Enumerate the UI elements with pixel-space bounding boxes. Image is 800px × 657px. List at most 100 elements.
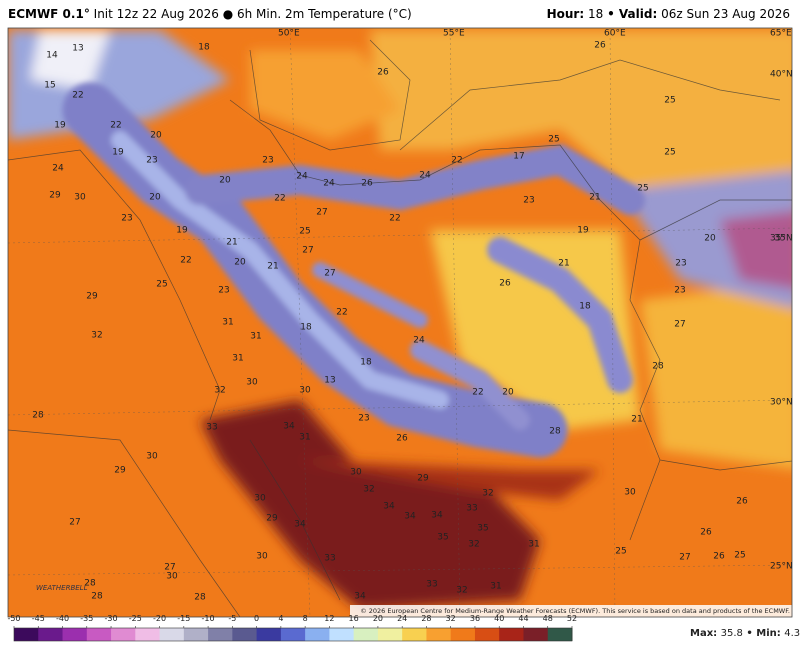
dot: • [746, 628, 752, 639]
central-plateau [430, 230, 640, 430]
temperature-label: 19 [54, 121, 66, 131]
temperature-label: 25 [615, 547, 626, 557]
header: ECMWF 0.1° Init 12z 22 Aug 2026 ● 6h Min… [0, 0, 800, 28]
temperature-label: 25 [156, 280, 167, 290]
temperature-label: 22 [336, 308, 347, 318]
temperature-label: 29 [86, 292, 98, 302]
temperature-label: 23 [358, 414, 369, 424]
temperature-label: 26 [594, 41, 606, 51]
temperature-label: 20 [149, 193, 161, 203]
temperature-label: 35 [477, 524, 488, 534]
init: Init 12z 22 Aug 2026 ● 6h Min. 2m Temper… [93, 7, 412, 21]
colorbar-label: -30 [105, 614, 118, 623]
temperature-label: 27 [679, 553, 690, 563]
temperature-label: 26 [377, 68, 389, 78]
temperature-label: 30 [146, 452, 158, 462]
colorbar-segment [353, 628, 379, 641]
caspian [250, 50, 400, 140]
colorbar-segment [62, 628, 88, 641]
colorbar-label: -40 [56, 614, 69, 623]
temperature-label: 34 [431, 511, 443, 521]
temperature-label: 22 [472, 388, 483, 398]
temperature-label: 28 [84, 579, 96, 589]
temperature-label: 13 [324, 376, 335, 386]
temperature-label: 26 [361, 179, 373, 189]
temperature-label: 31 [490, 582, 501, 592]
colorbar-label: 44 [518, 614, 528, 623]
temperature-label: 24 [323, 179, 335, 189]
colorbar-segment [183, 628, 209, 641]
valid: 06z Sun 23 Aug 2026 [661, 7, 790, 21]
temperature-label: 31 [299, 433, 310, 443]
gulf-coast [300, 460, 600, 500]
warm-peak [720, 211, 792, 289]
temperature-label: 32 [482, 489, 493, 499]
colorbar-segment [280, 628, 306, 641]
temperature-label: 30 [256, 552, 268, 562]
temperature-label: 23 [523, 196, 534, 206]
temperature-label: 23 [146, 156, 157, 166]
colorbar-label: 16 [349, 614, 359, 623]
temperature-label: 27 [302, 246, 313, 256]
colorbar-label: 48 [543, 614, 553, 623]
temperature-label: 24 [52, 164, 64, 174]
temperature-label: 21 [267, 262, 278, 272]
mountains [62, 82, 645, 458]
parallel [8, 227, 792, 244]
temperature-label: 25 [734, 551, 745, 561]
temperature-label: 34 [283, 422, 295, 432]
temperature-label: 33 [466, 504, 477, 514]
temperature-label: 25 [664, 96, 675, 106]
valid-time: Hour: 18 • Valid: 06z Sun 23 Aug 2026 [547, 7, 790, 21]
colorbar-label: 32 [446, 614, 456, 623]
alborz [185, 144, 645, 215]
temperature-label: 31 [250, 332, 261, 342]
colorbar-segment [38, 628, 64, 641]
colorbar-segment [135, 628, 161, 641]
graticule [8, 28, 792, 617]
east-zone [640, 281, 792, 469]
temperature-label: 24 [296, 172, 308, 182]
temperature-label: 19 [176, 226, 188, 236]
min: 4.3 [784, 628, 800, 639]
temperature-label: 21 [558, 259, 569, 269]
credit-bg [350, 605, 792, 617]
colorbar-segment [305, 628, 330, 641]
temperature-label: 35 [774, 234, 785, 244]
temperature-label: 20 [704, 234, 716, 244]
border [399, 59, 781, 151]
temperature-label: 26 [713, 552, 725, 562]
colorbar-label: 12 [324, 614, 334, 623]
colorbar-label: -45 [32, 614, 45, 623]
temperature-label: 25 [664, 148, 675, 158]
temperature-label: 23 [121, 214, 132, 224]
border [659, 459, 792, 471]
temperature-label: 21 [226, 238, 237, 248]
temperature-label: 28 [549, 427, 561, 437]
temperature-label: 35 [437, 533, 448, 543]
max-label: Max: [690, 628, 717, 639]
colorbar-segment [547, 628, 573, 641]
temperature-label: 21 [631, 415, 642, 425]
map-frame [7, 27, 793, 618]
temperature-label: 23 [674, 286, 685, 296]
border [249, 439, 341, 601]
persian-gulf [200, 400, 540, 610]
temperature-label: 30 [299, 386, 311, 396]
temperature-label: 18 [300, 323, 312, 333]
temperature-label: 30 [350, 468, 362, 478]
temperature-label: 31 [528, 540, 539, 550]
temperature-label: 18 [198, 43, 210, 53]
temperature-label: 25 [299, 227, 310, 237]
max: 35.8 [721, 628, 743, 639]
borders [8, 39, 792, 617]
colorbar-segment [86, 628, 112, 641]
temperature-label: 32 [456, 586, 467, 596]
temperature-label: 27 [674, 320, 685, 330]
temperature-label: 26 [499, 279, 511, 289]
credit: © 2026 European Centre for Medium-Range … [360, 607, 790, 615]
colorbar-segment [256, 628, 282, 641]
temperature-label: 22 [180, 256, 191, 266]
temperature-label: 33 [206, 423, 217, 433]
